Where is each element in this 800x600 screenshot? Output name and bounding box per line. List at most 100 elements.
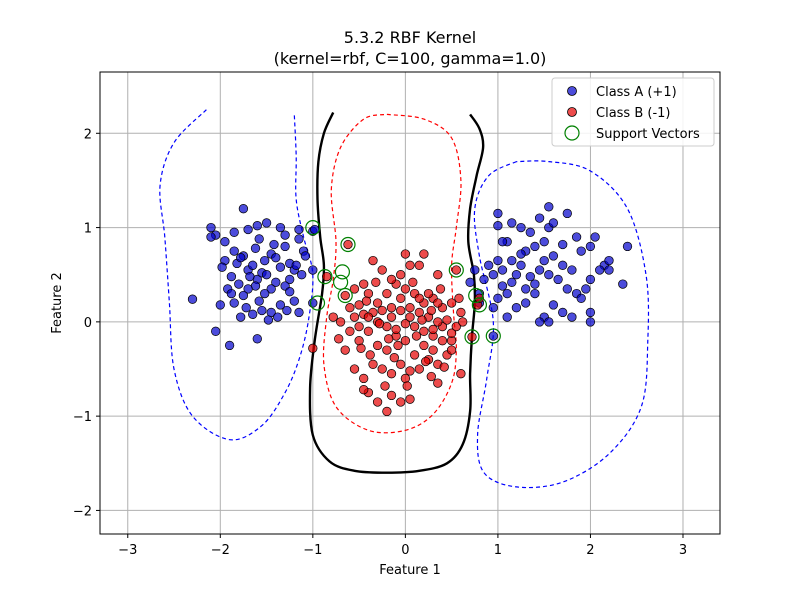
class-a-point [493,293,503,303]
class-a-point [248,260,258,270]
class-a-point [530,288,540,299]
class-a-point [226,271,237,282]
class-a-point [521,298,531,308]
class-a-point [260,288,270,299]
class-b-point [340,345,350,355]
class-a-point [488,331,498,341]
class-b-point [396,305,406,316]
class-a-point [187,294,198,304]
x-axis-label: Feature 1 [379,563,441,578]
class-a-point [261,270,272,280]
class-a-point [497,265,508,275]
class-a-point [257,305,267,316]
class-b-point [377,364,387,374]
class-a-point [544,270,554,280]
class-a-point [271,277,281,287]
legend: Class A (+1) Class B (-1) Support Vector… [551,77,715,147]
class-a-point [479,274,489,285]
class-b-point [359,279,369,289]
class-b-point [393,340,403,351]
class-b-point [405,260,415,270]
class-a-point [576,293,586,303]
class-b-point [380,381,390,391]
class-a-point [534,265,545,275]
legend-marker-support-vectors [564,125,580,141]
class-a-point [521,284,531,294]
class-a-point [618,279,628,289]
class-b-point [408,277,418,287]
y-tick-label: 1 [84,222,92,237]
x-tick-label: −1 [303,543,322,558]
class-b-point [433,270,443,280]
class-a-point [553,274,563,285]
class-b-point [372,340,383,351]
class-a-point [280,241,290,252]
class-a-point [243,284,253,294]
class-a-point [229,246,239,256]
class-b-point [396,293,406,303]
class-b-point [372,298,383,308]
class-a-point [294,234,304,244]
class-b-point [456,307,466,318]
class-b-point [354,300,364,310]
class-a-point [548,218,559,228]
class-a-point [206,222,216,233]
class-b-point [368,359,378,369]
class-b-point [446,328,457,338]
x-tick-label: 3 [679,543,687,558]
class-a-point [544,317,554,327]
class-b-point [322,271,332,282]
class-b-point [458,317,468,327]
class-a-point [562,284,572,294]
class-b-point [372,397,383,407]
class-a-point [622,241,633,252]
support-vector-marker [468,287,484,304]
class-b-point [411,331,422,341]
class-a-point [220,237,230,247]
class-b-point [371,277,381,287]
legend-box [551,77,715,147]
legend-label-class-a: Class A (+1) [596,85,677,100]
class-b-point [428,324,438,335]
class-a-point [241,303,251,313]
class-a-point [285,287,295,297]
class-a-point [266,284,276,294]
class-a-point [493,255,503,266]
class-a-point [243,224,253,235]
class-a-point [507,218,517,228]
class-a-point [502,288,512,299]
class-b-point [417,315,427,325]
class-b-point [419,249,429,259]
class-b-point [345,326,355,336]
class-b-point [439,362,449,372]
legend-label-support-vectors: Support Vectors [596,127,700,142]
support-vector-marker [337,287,353,304]
y-tick-label: −2 [73,504,92,519]
class-a-point [300,251,311,261]
decision-boundary [308,112,485,474]
class-a-point [484,260,494,270]
support-vector-marker [334,264,350,280]
class-b-point [405,366,415,376]
x-tick-label: −2 [211,543,230,558]
class-a-point [263,315,274,325]
class-a-point [245,271,255,282]
class-b-point [363,312,374,322]
class-b-point [409,321,420,332]
class-a-point [291,260,301,270]
class-a-point [571,232,582,242]
class-a-point [465,277,475,287]
class-b-point [349,364,360,374]
support-vector-marker [305,220,321,236]
support-vector-marker [317,269,333,285]
class-a-point [497,281,508,291]
class-b-point [442,315,452,325]
class-a-point [585,317,596,327]
class-b-point [435,284,446,294]
class-a-point [229,227,239,237]
support-vector-marker [471,297,487,313]
class-b-point [456,369,466,379]
class-a-point [530,279,540,289]
class-a-point [516,249,526,259]
support-vector-marker [340,236,356,253]
